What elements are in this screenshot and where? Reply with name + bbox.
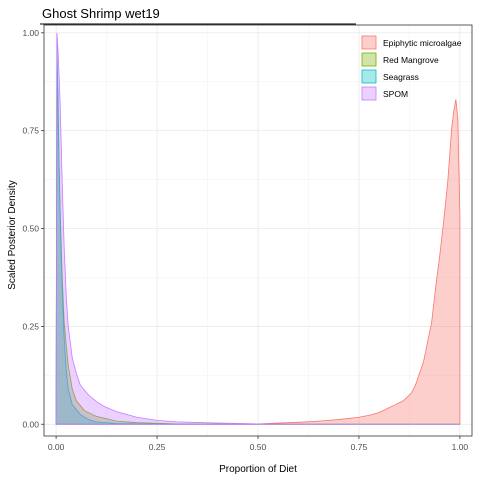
- y-tick-label: 0.00: [22, 419, 39, 429]
- y-axis-ticks: 0.00 0.25 0.50 0.75 1.00: [22, 28, 44, 429]
- legend-key-epiphytic-microalgae: [361, 35, 377, 50]
- legend-key-bg: [361, 35, 377, 50]
- density-series: [55, 32, 461, 425]
- y-tick-label: 0.50: [22, 224, 39, 234]
- y-tick-label: 0.25: [22, 321, 39, 331]
- legend-key-bg: [361, 52, 377, 67]
- chart-title: Ghost Shrimp wet19: [42, 6, 160, 21]
- legend-key-spom: [361, 86, 377, 101]
- legend: Epiphytic microalgae Red Mangrove Seagrass…: [361, 35, 462, 101]
- x-tick-label: 1.00: [452, 442, 469, 452]
- legend-key-bg: [361, 86, 377, 101]
- legend-label-red-mangrove: Red Mangrove: [383, 55, 439, 65]
- x-tick-label: 0.50: [250, 442, 267, 452]
- x-axis-title: Proportion of Diet: [219, 464, 297, 475]
- legend-label-epiphytic-microalgae: Epiphytic microalgae: [383, 38, 462, 48]
- x-axis-ticks: 0.00 0.25 0.50 0.75 1.00: [48, 436, 469, 452]
- y-tick-label: 0.75: [22, 126, 39, 136]
- legend-label-spom: SPOM: [383, 89, 408, 99]
- legend-key-red-mangrove: [361, 52, 377, 67]
- legend-label-seagrass: Seagrass: [383, 72, 419, 82]
- x-tick-label: 0.00: [48, 442, 65, 452]
- y-tick-label: 1.00: [22, 28, 39, 38]
- series-area-seagrass: [55, 44, 460, 425]
- legend-key-bg: [361, 69, 377, 84]
- legend-key-seagrass: [361, 69, 377, 84]
- y-axis-title: Scaled Posterior Density: [7, 180, 18, 290]
- series-area-spom: [55, 32, 460, 425]
- series-area-epiphytic-microalgae: [56, 99, 461, 425]
- x-tick-label: 0.75: [351, 442, 368, 452]
- x-tick-label: 0.25: [149, 442, 166, 452]
